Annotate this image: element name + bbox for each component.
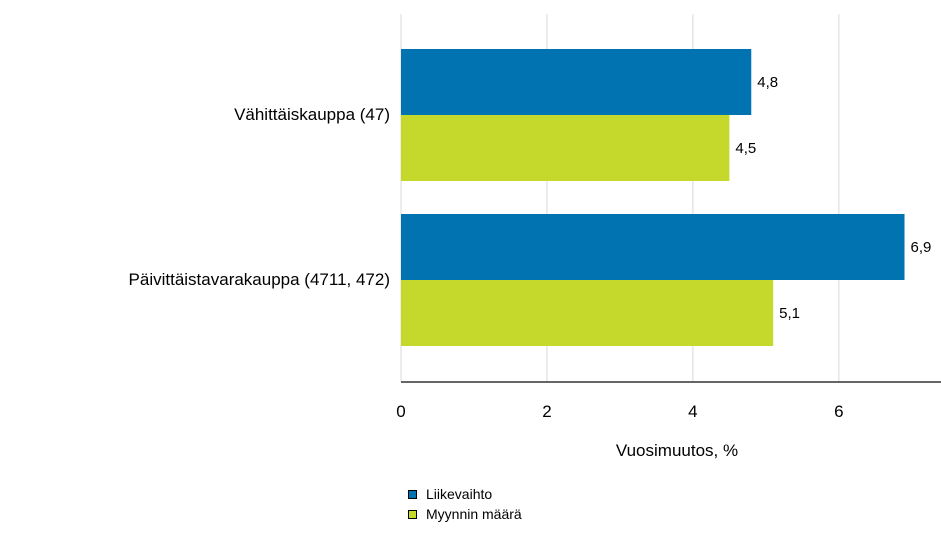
x-tick-label: 0 <box>396 402 405 421</box>
bar-value-label: 4,5 <box>735 140 756 157</box>
x-tick-labels: 0 2 4 6 <box>396 402 843 421</box>
legend-swatch-myynnin-maara <box>408 509 417 519</box>
bar <box>401 280 774 346</box>
bars <box>401 49 905 346</box>
legend-swatch-liikevaihto <box>408 489 417 499</box>
legend-label: Myynnin määrä <box>426 506 522 522</box>
bar-value-label: 4,8 <box>757 74 778 91</box>
value-labels: 4,8 4,5 6,9 5,1 <box>735 74 931 322</box>
legend-item-liikevaihto: Liikevaihto <box>408 484 522 504</box>
x-tick-label: 4 <box>688 402 697 421</box>
category-label: Vähittäiskauppa (47) <box>234 105 390 124</box>
bar <box>401 49 752 115</box>
x-tick-label: 2 <box>542 402 551 421</box>
category-label: Päivittäistavarakauppa (4711, 472) <box>129 270 390 289</box>
x-axis-title: Vuosimuutos, % <box>616 441 738 460</box>
x-tick-label: 6 <box>834 402 843 421</box>
legend-label: Liikevaihto <box>426 486 493 502</box>
legend: Liikevaihto Myynnin määrä <box>408 484 522 524</box>
bar-value-label: 6,9 <box>911 239 932 256</box>
category-labels: Vähittäiskauppa (47) Päivittäistavarakaup… <box>129 105 390 289</box>
bar <box>401 214 905 280</box>
legend-item-myynnin-maara: Myynnin määrä <box>408 504 522 524</box>
bar <box>401 115 730 181</box>
bar-value-label: 5,1 <box>779 305 800 322</box>
